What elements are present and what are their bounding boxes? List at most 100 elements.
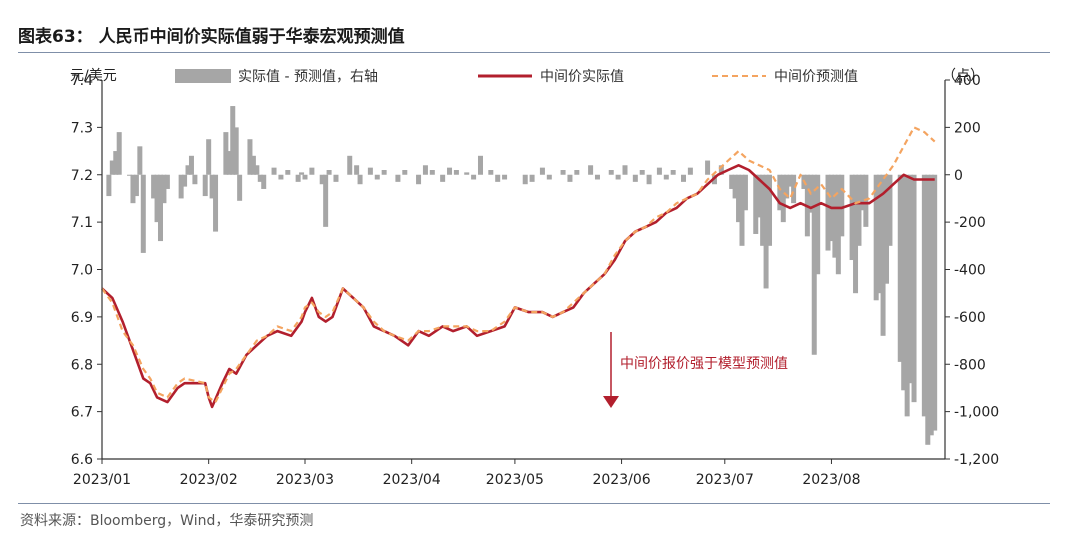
diff-bar (539, 167, 545, 175)
diff-bar (656, 167, 662, 175)
diff-bar (594, 174, 600, 180)
diff-bar (192, 174, 198, 185)
x-tick-label: 2023/08 (802, 472, 860, 488)
diff-bar (729, 174, 735, 189)
diff-bar (911, 174, 917, 403)
diff-bar (680, 174, 686, 182)
diff-bar (736, 174, 742, 223)
diff-bar (261, 174, 267, 189)
diff-bar (856, 174, 862, 246)
diff-bar (106, 174, 112, 197)
diff-bar (495, 174, 501, 182)
diff-bar (233, 127, 239, 175)
diff-bar (663, 174, 669, 180)
diff-bar (877, 174, 883, 294)
diff-bar (849, 174, 855, 261)
diff-bar (670, 170, 676, 175)
diff-bar (853, 174, 859, 294)
x-tick-label: 2023/05 (486, 472, 544, 488)
diff-bar (354, 165, 360, 175)
diff-bar (178, 174, 184, 199)
diff-bar (185, 165, 191, 175)
diff-bar (464, 172, 470, 175)
diff-bar (763, 174, 769, 289)
diff-bar (209, 174, 215, 199)
page-title: 图表63： 人民币中间价实际值弱于华泰宏观预测值 (18, 27, 405, 47)
diff-bar (588, 165, 594, 175)
diff-bar (756, 174, 762, 218)
diff-bar (897, 174, 903, 362)
legend: 实际值 - 预测值，右轴 中间价实际值 中间价预测值 (175, 69, 858, 85)
diff-bar (157, 174, 163, 242)
diff-bar (760, 174, 766, 246)
diff-bar (753, 174, 759, 234)
diff-bar (226, 151, 232, 175)
diff-bar (223, 132, 229, 175)
diff-bar (137, 146, 143, 175)
y-right-tick-label: -1,000 (954, 405, 999, 421)
diff-bar (873, 174, 879, 301)
diff-bar (780, 174, 786, 223)
diff-bar (687, 167, 693, 175)
diff-bar (925, 174, 931, 445)
y-right-unit-label: （点） (942, 68, 984, 84)
diff-bar (302, 174, 308, 180)
y-right-tick-label: -1,200 (954, 452, 999, 468)
x-tick-label: 2023/06 (592, 472, 650, 488)
diff-bar (237, 174, 243, 201)
y-left-tick-label: 6.9 (71, 310, 93, 326)
diff-bar (863, 174, 869, 227)
diff-bar (546, 174, 552, 180)
legend-actual-label: 中间价实际值 (540, 69, 624, 85)
diff-bar (560, 170, 566, 175)
diff-bar (395, 174, 401, 182)
diff-bar (632, 174, 638, 182)
y-right-tick-label: 400 (954, 73, 981, 89)
diff-bar (932, 174, 938, 431)
diff-bar (116, 132, 122, 175)
diff-bar (285, 170, 291, 175)
diff-bar (615, 174, 621, 180)
diff-bar (429, 170, 435, 175)
diff-bar (271, 167, 277, 175)
y-left-tick-label: 6.6 (71, 452, 93, 468)
y-right-tick-label: 0 (954, 168, 963, 184)
diff-bar (140, 174, 146, 253)
diff-bar (416, 174, 422, 185)
diff-bar (815, 174, 821, 275)
x-ticks: 2023/01 2023/02 2023/03 2023/04 2023/05 2023/… (73, 459, 861, 488)
x-tick-label: 2023/01 (73, 472, 131, 488)
diff-bar (254, 165, 260, 175)
diff-bar (529, 174, 535, 182)
diff-bar (471, 174, 477, 180)
diff-bar (887, 174, 893, 246)
diff-bar (522, 174, 528, 185)
diff-bar (825, 174, 831, 251)
diff-bar (381, 170, 387, 175)
diff-bar (299, 172, 305, 175)
y-right-tick-label: -800 (954, 357, 986, 373)
diff-bar (278, 174, 284, 180)
source-note: 资料来源：Bloomberg，Wind，华泰研究预测 (20, 513, 314, 529)
diff-bar (739, 174, 745, 246)
annotation: 中间价报价强于模型预测值 (603, 332, 788, 408)
y-right-ticks: 400 200 0 -200 -400 -600 -800 -1,000 -1,200 (945, 73, 999, 468)
title-divider (18, 52, 1050, 53)
diff-bar (402, 170, 408, 175)
diff-bar (767, 174, 773, 246)
diff-bar (859, 174, 865, 211)
y-right-tick-label: -400 (954, 263, 986, 279)
legend-bars-label: 实际值 - 预测值，右轴 (238, 69, 378, 85)
y-left-unit-label: 元/美元 (70, 68, 117, 84)
diff-bar (646, 174, 652, 185)
diff-bar (109, 160, 115, 175)
diff-bar (319, 174, 325, 185)
diff-bar (422, 165, 428, 175)
x-tick-label: 2023/04 (383, 472, 441, 488)
diff-bar (130, 174, 136, 204)
diff-bar (326, 170, 332, 175)
diff-bar (574, 170, 580, 175)
diff-bar (639, 170, 645, 175)
diff-bars (106, 106, 938, 445)
diff-bar (202, 174, 208, 197)
